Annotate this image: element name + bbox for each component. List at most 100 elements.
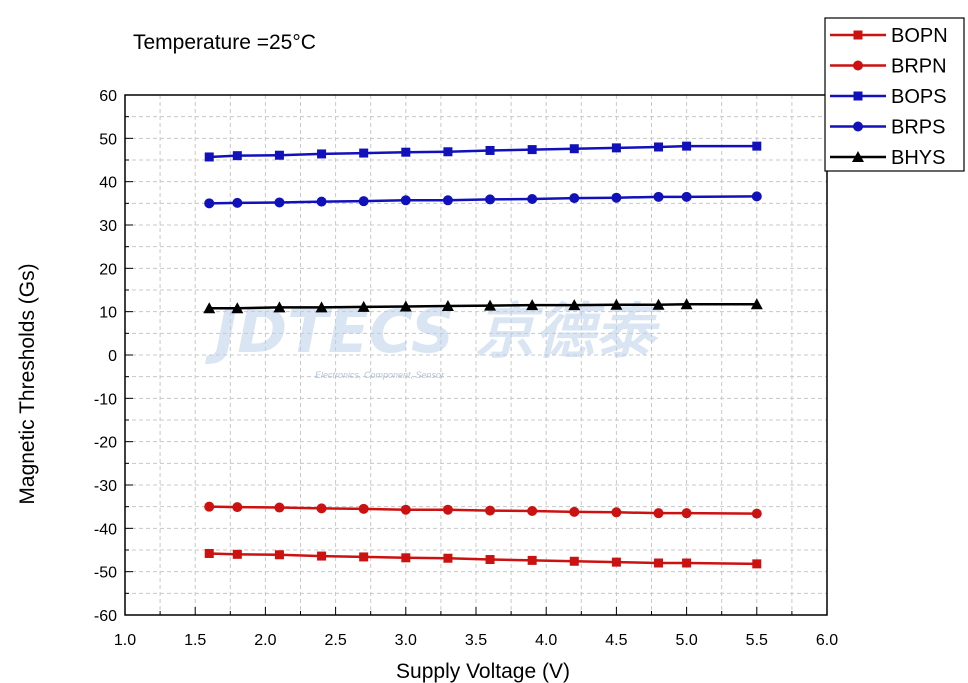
data-point-bops bbox=[569, 144, 579, 154]
data-point-brps bbox=[358, 196, 369, 207]
data-point-bopn bbox=[682, 558, 692, 568]
legend-frame bbox=[824, 17, 965, 172]
data-point-brps bbox=[569, 193, 580, 204]
data-point-bopn bbox=[359, 552, 369, 562]
legend-item-bopn: BOPN bbox=[830, 25, 948, 47]
data-point-bhys bbox=[273, 301, 286, 313]
data-point-brpn bbox=[274, 502, 285, 513]
y-tick-label: 40 bbox=[99, 175, 117, 192]
data-point-bops bbox=[443, 147, 453, 157]
data-point-brps bbox=[653, 191, 664, 202]
legend-item-brpn: BRPN bbox=[830, 56, 947, 78]
temperature-annotation: Temperature =25°C bbox=[133, 31, 316, 54]
data-point-bops bbox=[232, 151, 242, 161]
data-point-bops bbox=[204, 152, 214, 162]
data-point-bopn bbox=[204, 548, 214, 558]
data-point-bops bbox=[527, 145, 537, 155]
y-tick-label: -50 bbox=[94, 565, 117, 582]
y-tick-labels: 60 50 40 30 20 10 0 -10 -20 -30 -40 -50 -60 bbox=[94, 88, 117, 625]
legend-marker-bops bbox=[853, 91, 863, 101]
data-point-bops bbox=[682, 141, 692, 151]
watermark: JDTECS 京德泰 Electronics, Component, Senso… bbox=[205, 297, 662, 380]
data-point-brps bbox=[204, 198, 215, 209]
legend-label-bopn: BOPN bbox=[891, 25, 948, 47]
data-point-bops bbox=[359, 148, 369, 158]
data-point-brpn bbox=[358, 503, 369, 514]
series-brps bbox=[204, 191, 762, 209]
data-point-brpn bbox=[751, 508, 762, 519]
x-tick-label: 1.0 bbox=[114, 632, 136, 649]
x-axis-title: Supply Voltage (V) bbox=[396, 660, 570, 683]
data-point-bopn bbox=[274, 550, 284, 560]
data-point-bhys bbox=[568, 299, 581, 311]
data-point-brps bbox=[442, 195, 453, 206]
data-point-bhys bbox=[680, 298, 693, 310]
x-tick-label: 3.0 bbox=[395, 632, 417, 649]
data-point-bopn bbox=[752, 559, 762, 569]
series-line-bops bbox=[209, 144, 757, 159]
legend-item-bops: BOPS bbox=[830, 86, 947, 108]
y-tick-label: 60 bbox=[99, 88, 117, 105]
data-point-brpn bbox=[569, 506, 580, 517]
series-bopn bbox=[204, 548, 762, 569]
data-point-bopn bbox=[569, 556, 579, 566]
x-tick-label: 2.5 bbox=[324, 632, 346, 649]
series-line-brps bbox=[209, 195, 757, 205]
x-tick-label: 6.0 bbox=[816, 632, 838, 649]
y-tick-label: 20 bbox=[99, 261, 117, 278]
data-point-bopn bbox=[654, 558, 664, 568]
x-tick-label: 5.5 bbox=[746, 632, 768, 649]
data-point-brps bbox=[681, 191, 692, 202]
data-point-bhys bbox=[315, 301, 328, 313]
series-bhys bbox=[203, 298, 763, 314]
data-point-brpn bbox=[204, 501, 215, 512]
legend-label-bhys: BHYS bbox=[891, 147, 945, 169]
y-axis-title: Magnetic Thresholds (Gs) bbox=[16, 263, 39, 504]
axis-ticks bbox=[124, 94, 828, 616]
data-point-bopn bbox=[611, 557, 621, 567]
data-point-bhys bbox=[441, 300, 454, 312]
data-point-bops bbox=[752, 141, 762, 151]
x-tick-labels: 1.0 1.5 2.0 2.5 3.0 3.5 4.0 4.5 5.0 5.5 6.0 bbox=[114, 632, 838, 649]
legend-label-brps: BRPS bbox=[891, 117, 945, 139]
data-point-bhys bbox=[610, 298, 623, 310]
x-tick-label: 5.0 bbox=[675, 632, 697, 649]
legend-marker-bopn bbox=[853, 30, 863, 40]
y-tick-label: 30 bbox=[99, 218, 117, 235]
data-point-bhys bbox=[526, 299, 539, 311]
x-tick-label: 1.5 bbox=[184, 632, 206, 649]
data-point-bopn bbox=[232, 549, 242, 559]
data-point-bhys bbox=[399, 300, 412, 312]
data-point-bhys bbox=[357, 300, 370, 312]
y-tick-label: 50 bbox=[99, 131, 117, 148]
y-tick-label: 10 bbox=[99, 305, 117, 322]
data-point-bops bbox=[401, 147, 411, 157]
data-point-brpn bbox=[316, 503, 327, 514]
y-tick-label: 0 bbox=[108, 348, 117, 365]
y-tick-label: -20 bbox=[94, 435, 117, 452]
data-point-brps bbox=[611, 192, 622, 203]
y-tick-label: -40 bbox=[94, 521, 117, 538]
series-brpn bbox=[204, 501, 762, 519]
data-point-brpn bbox=[232, 502, 243, 513]
series bbox=[203, 141, 763, 569]
data-point-brps bbox=[751, 191, 762, 202]
series-line-bopn bbox=[209, 552, 757, 566]
data-point-brps bbox=[527, 194, 538, 204]
data-point-brpn bbox=[485, 505, 496, 516]
data-point-brpn bbox=[681, 508, 692, 519]
watermark-subtext: Electronics, Component, Sensor bbox=[315, 370, 445, 380]
data-point-brpn bbox=[400, 504, 411, 515]
data-point-brps bbox=[232, 197, 243, 208]
y-tick-label: -60 bbox=[94, 608, 117, 625]
data-point-bhys bbox=[231, 302, 244, 314]
data-point-brpn bbox=[442, 504, 453, 515]
legend-item-bhys: BHYS bbox=[830, 147, 945, 169]
data-point-bops bbox=[654, 142, 664, 152]
data-point-brps bbox=[400, 195, 411, 206]
x-tick-label: 4.0 bbox=[535, 632, 557, 649]
data-point-bhys bbox=[484, 299, 497, 311]
data-point-bops bbox=[485, 145, 495, 155]
legend-marker-brpn bbox=[853, 60, 863, 71]
